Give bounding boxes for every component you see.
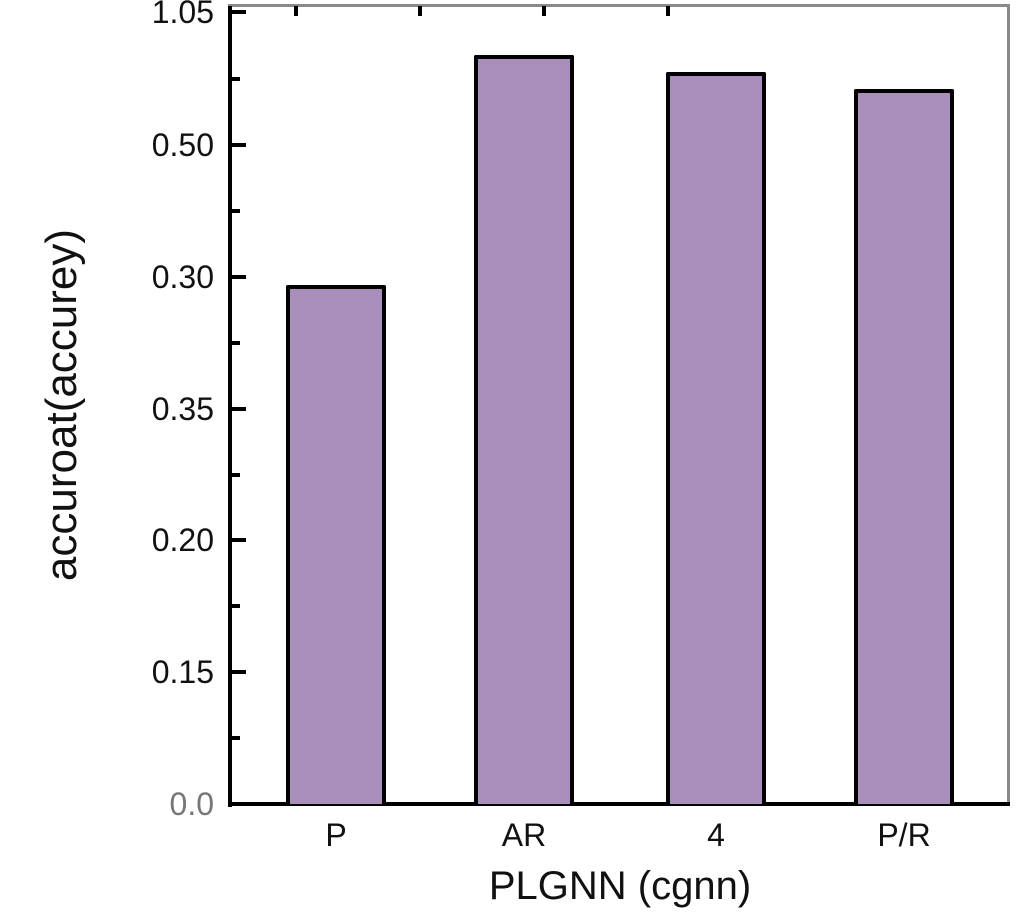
x-category-label: P	[325, 817, 347, 853]
y-major-tick	[230, 275, 246, 279]
x-top-tick	[418, 6, 422, 16]
y-tick-label: 0.30	[151, 259, 214, 295]
plot-frame-top	[228, 4, 1010, 7]
x-top-tick	[294, 6, 298, 16]
plot-frame-right	[1007, 4, 1010, 806]
bar-p	[286, 285, 386, 804]
y-tick-label: 1.05	[151, 0, 214, 30]
x-category-label: P/R	[877, 817, 931, 853]
y-tick-label: 0.0	[169, 786, 214, 822]
y-axis-title: accuroat(accurey)	[37, 228, 86, 582]
y-major-tick	[230, 10, 246, 14]
bar-4	[666, 72, 766, 804]
x-top-tick	[542, 6, 546, 16]
y-major-tick	[230, 670, 246, 674]
bar-p-r	[854, 89, 954, 804]
y-axis-line	[228, 6, 232, 807]
x-axis-line	[228, 802, 1010, 806]
y-tick-label: 0.50	[151, 127, 214, 163]
y-minor-tick	[230, 209, 240, 213]
x-category-label: 4	[707, 817, 725, 853]
y-major-tick	[230, 407, 246, 411]
y-tick-label: 0.35	[151, 391, 214, 427]
x-category-label: AR	[501, 817, 547, 853]
y-minor-tick	[230, 604, 240, 608]
y-minor-tick	[230, 341, 240, 345]
y-tick-label: 0.15	[151, 654, 214, 690]
bar-ar	[474, 55, 574, 804]
y-minor-tick	[230, 473, 240, 477]
y-minor-tick	[230, 736, 240, 740]
y-major-tick	[230, 143, 246, 147]
y-major-tick	[230, 538, 246, 542]
x-axis-title: PLGNN (cgnn)	[488, 864, 752, 908]
x-top-tick	[666, 6, 670, 16]
y-tick-label: 0.20	[151, 522, 214, 558]
y-minor-tick	[230, 77, 240, 81]
